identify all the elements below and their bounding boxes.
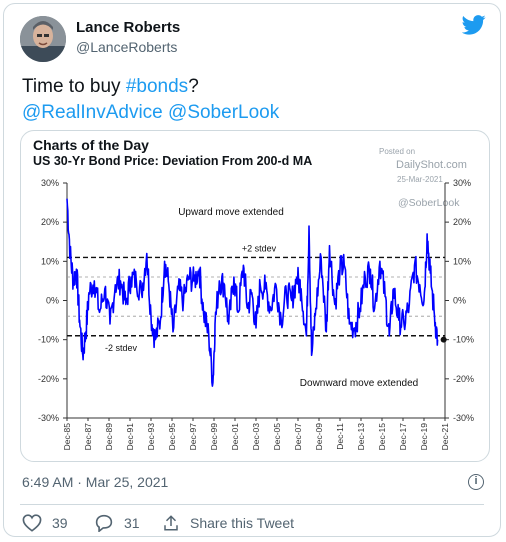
info-icon[interactable]: i <box>468 474 484 490</box>
hashtag-link[interactable]: #bonds <box>125 76 189 97</box>
annotation-upward: Upward move extended <box>178 207 284 218</box>
y-tick-label-right: 30% <box>453 178 471 188</box>
annotation-downward: Downward move extended <box>300 378 418 389</box>
x-tick-label: Dec-03 <box>251 423 261 451</box>
watermark-posted: Posted on <box>379 147 416 156</box>
share-button[interactable]: Share this Tweet <box>162 514 294 532</box>
watermark-date: 25-Mar-2021 <box>397 175 443 184</box>
like-button[interactable]: 39 <box>22 514 68 532</box>
avatar[interactable] <box>20 16 66 62</box>
divider <box>20 504 484 505</box>
heart-icon <box>22 514 42 532</box>
y-tick-label-left: 10% <box>41 256 59 266</box>
x-tick-label: Dec-17 <box>398 423 408 451</box>
y-tick-label-left: 30% <box>41 178 59 188</box>
watermark-handle: @SoberLook <box>398 197 460 209</box>
share-icon <box>164 515 178 531</box>
chart-title: Charts of the Day <box>33 137 149 153</box>
y-tick-label-right: 20% <box>453 217 471 227</box>
reference-line-label: +2 stdev <box>242 243 277 253</box>
author-handle[interactable]: @LanceRoberts <box>76 39 178 55</box>
x-tick-label: Dec-87 <box>83 423 93 451</box>
chart-subtitle: US 30-Yr Bond Price: Deviation From 200-… <box>33 154 313 168</box>
tweet-text-end: ? <box>188 76 199 97</box>
mention-link[interactable]: @RealInvAdvice <box>22 102 163 123</box>
tweet-timestamp[interactable]: 6:49 AM · Mar 25, 2021 <box>22 474 169 490</box>
x-tick-label: Dec-91 <box>125 423 135 451</box>
x-tick-label: Dec-11 <box>335 423 345 450</box>
watermark-site: DailyShot.com <box>396 159 467 171</box>
y-tick-label-right: -30% <box>453 413 474 423</box>
reply-icon <box>95 514 113 532</box>
x-tick-label: Dec-19 <box>419 423 429 451</box>
reference-line-label: -2 stdev <box>105 343 138 353</box>
x-tick-label: Dec-09 <box>314 423 324 451</box>
x-tick-label: Dec-85 <box>62 423 72 451</box>
reply-button[interactable]: 31 <box>94 514 140 532</box>
tweet-text-plain: Time to buy <box>22 76 126 97</box>
author-name[interactable]: Lance Roberts <box>76 19 181 36</box>
bond-deviation-chart: 30% 30% 20% 20% 10% 10% 0% 0% -10% -10% -20% -20% -3… <box>38 178 474 451</box>
x-tick-label: Dec-07 <box>293 423 303 451</box>
series-line <box>66 198 439 387</box>
y-tick-label-left: -10% <box>38 335 59 345</box>
x-tick-label: Dec-93 <box>146 423 156 451</box>
y-tick-label-right: 10% <box>453 256 471 266</box>
y-tick-label-right: 0% <box>453 296 466 306</box>
like-count: 39 <box>52 515 68 531</box>
y-tick-label-left: 0% <box>46 296 59 306</box>
x-tick-label: Dec-13 <box>356 423 366 451</box>
share-label: Share this Tweet <box>190 515 295 531</box>
x-tick-label: Dec-99 <box>209 423 219 451</box>
end-point-marker <box>440 336 447 343</box>
x-tick-label: Dec-95 <box>167 423 177 451</box>
x-tick-label: Dec-89 <box>104 423 114 451</box>
x-tick-label: Dec-15 <box>377 423 387 451</box>
y-tick-label-right: -10% <box>453 335 474 345</box>
y-tick-label-left: -20% <box>38 374 59 384</box>
reply-count: 31 <box>124 515 140 531</box>
mention-link[interactable]: @SoberLook <box>168 102 280 123</box>
y-tick-label-left: -30% <box>38 413 59 423</box>
x-tick-label: Dec-05 <box>272 423 282 451</box>
x-tick-label: Dec-01 <box>230 423 240 451</box>
tweet-media-chart[interactable]: Charts of the Day US 30-Yr Bond Price: D… <box>20 130 490 462</box>
x-tick-label: Dec-97 <box>188 423 198 451</box>
x-tick-label: Dec-21 <box>440 423 450 451</box>
y-tick-label-left: 20% <box>41 217 59 227</box>
y-tick-label-right: -20% <box>453 374 474 384</box>
tweet-card: Lance Roberts @LanceRoberts Time to buy … <box>3 3 501 537</box>
tweet-text: Time to buy #bonds? @RealInvAdvice @Sobe… <box>22 74 279 126</box>
twitter-bird-icon[interactable] <box>462 14 486 36</box>
